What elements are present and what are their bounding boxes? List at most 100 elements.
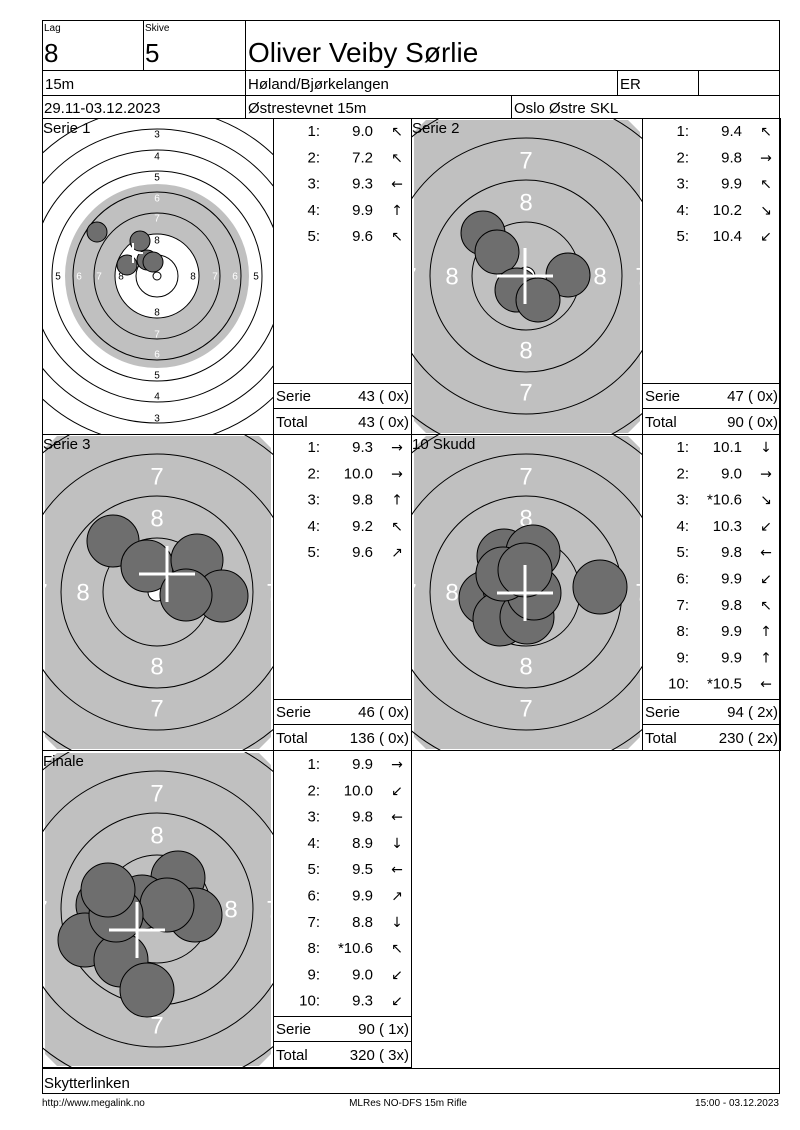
ring-label: 5 [154, 371, 160, 382]
shot-direction: ↗ [391, 889, 403, 905]
dates: 29.11-03.12.2023 [44, 100, 161, 117]
shot-number: 5: [307, 544, 320, 561]
shot-direction: ↑ [391, 493, 403, 509]
ring-label: 7 [519, 147, 532, 174]
event: Østrestevnet 15m [248, 100, 366, 117]
ring-label: 6 [154, 194, 160, 205]
ring-label: 6 [154, 350, 160, 361]
shot-value: 7.2 [352, 149, 373, 166]
ring [43, 128, 273, 424]
shot-number: 3: [307, 809, 320, 826]
shot-number: 5: [307, 228, 320, 245]
ring-label: 4 [154, 392, 160, 403]
shot-direction: ← [391, 810, 403, 826]
group-center [497, 565, 553, 621]
ring-label: 8 [445, 579, 458, 606]
serie-label: Serie [276, 388, 311, 405]
panel-title: Finale [43, 753, 84, 770]
shot-direction: ↗ [391, 545, 403, 561]
shot-value: 9.8 [352, 809, 373, 826]
shot-value: 10.0 [344, 465, 373, 482]
ring-label: 7 [212, 272, 218, 283]
shot-direction: ↖ [391, 124, 403, 140]
shot-direction: → [391, 466, 403, 482]
ring-label: 7 [34, 579, 47, 606]
panel-title: Serie 2 [412, 120, 460, 137]
shot-number: 3: [307, 492, 320, 509]
group-center [109, 902, 165, 958]
shot-value: 9.9 [721, 649, 742, 666]
shot-number: 7: [307, 914, 320, 931]
lag: 8 [44, 38, 58, 68]
shot-value: 9.9 [721, 623, 742, 640]
shot-number: 1: [307, 756, 320, 773]
ring-label: 7 [34, 896, 47, 923]
shot-direction: → [391, 440, 403, 456]
ring-label: 8 [154, 308, 160, 319]
shot-value: 9.0 [721, 465, 742, 482]
timestamp: 15:00 - 03.12.2023 [695, 1098, 779, 1109]
shot-number: 10: [668, 676, 689, 693]
ring [72, 191, 242, 361]
ring-label: 7 [266, 896, 279, 923]
total-label: Total [276, 1047, 308, 1064]
ring-label: 8 [150, 653, 163, 680]
total-value: 320 ( 3x) [350, 1047, 409, 1064]
shot-value: 10.3 [713, 518, 742, 535]
skive: 5 [145, 38, 159, 68]
shot-hole [142, 251, 164, 273]
ring-label: 5 [253, 272, 259, 283]
ring [43, 770, 273, 1048]
ring [429, 179, 623, 373]
shot-hole [159, 568, 213, 622]
shot-value: 9.9 [352, 756, 373, 773]
shot-hole [572, 559, 628, 615]
shot-direction: ↙ [391, 783, 403, 799]
shot-direction: ↖ [391, 150, 403, 166]
serie-value: 46 ( 0x) [358, 704, 409, 721]
shot-direction: ↑ [760, 624, 772, 640]
shot-direction: ↑ [391, 203, 403, 219]
shot-value: 9.6 [352, 228, 373, 245]
shot-value: *10.6 [338, 940, 373, 957]
shot-direction: ↖ [760, 177, 772, 193]
ring-label: 7 [635, 579, 648, 606]
shot-direction: ↘ [760, 493, 772, 509]
shot-number: 1: [307, 439, 320, 456]
serie-value: 94 ( 2x) [727, 704, 778, 721]
organizer: Oslo Østre SKL [514, 100, 618, 117]
shot-value: 9.3 [352, 993, 373, 1010]
shot-value: 9.9 [721, 176, 742, 193]
shot-direction: ↖ [391, 519, 403, 535]
shot-hole [119, 962, 175, 1018]
software: MLRes NO-DFS 15m Rifle [349, 1098, 467, 1109]
ring [412, 453, 642, 731]
ring-label: 8 [593, 263, 606, 290]
shot-direction: ↖ [391, 941, 403, 957]
shot-value: 9.6 [352, 544, 373, 561]
shot-number: 1: [307, 123, 320, 140]
serie-value: 43 ( 0x) [358, 388, 409, 405]
shot-direction: ↙ [760, 229, 772, 245]
shot-value: 8.8 [352, 914, 373, 931]
panel: 7 7 7 7 8 8 8 8 Serie 2 1: 9.4 ↖ 2: 9.8 → 3: 9.9 ↖ 4: 10.2 ↘… [411, 118, 781, 435]
url: http://www.megalink.no [42, 1098, 145, 1109]
group-center [139, 546, 195, 602]
shot-direction: → [391, 757, 403, 773]
shot-value: 9.2 [352, 518, 373, 535]
shot-direction: ← [391, 177, 403, 193]
shot-direction: ↙ [760, 519, 772, 535]
shot-number: 4: [307, 518, 320, 535]
shot-number: 6: [307, 888, 320, 905]
ring [114, 233, 200, 319]
shot-direction: ↖ [391, 229, 403, 245]
ring-label: 8 [445, 263, 458, 290]
ring-label: 5 [154, 173, 160, 184]
shot-direction: ↙ [391, 994, 403, 1010]
shot-direction: ↓ [760, 440, 772, 456]
group-center [123, 243, 143, 263]
shot-number: 2: [307, 149, 320, 166]
shot-direction: ← [760, 545, 772, 561]
shot-value: 9.5 [352, 861, 373, 878]
